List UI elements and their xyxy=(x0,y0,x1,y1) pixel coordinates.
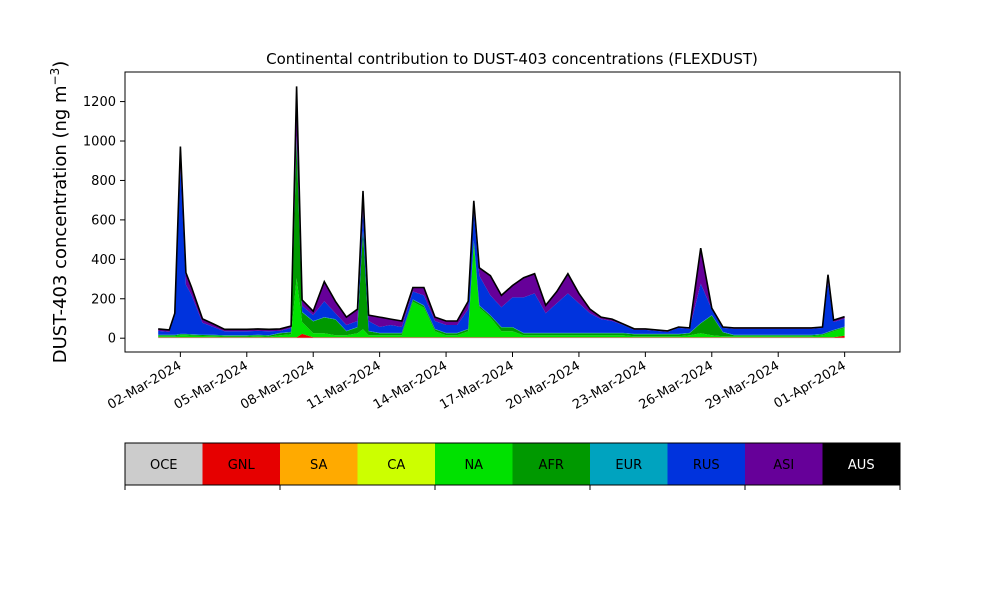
legend-swatch-afr xyxy=(512,443,590,485)
y-axis-label-exponent: −3 xyxy=(48,68,62,86)
legend-swatch-eur xyxy=(590,443,668,485)
legend-label-aus: AUS xyxy=(848,458,875,473)
legend-swatch-gnl xyxy=(202,443,280,485)
plot-frame xyxy=(124,71,901,353)
area-na xyxy=(158,242,845,338)
x-tick-label: 08-Mar-2024 xyxy=(238,358,317,412)
y-tick-label: 600 xyxy=(91,213,116,228)
x-tick-label: 23-Mar-2024 xyxy=(570,358,649,412)
x-tick-label: 14-Mar-2024 xyxy=(371,358,450,412)
x-tick-label: 01-Apr-2024 xyxy=(772,358,849,411)
legend-label-sa: SA xyxy=(310,458,327,473)
legend-swatch-na xyxy=(435,443,513,485)
chart-title: Continental contribution to DUST-403 con… xyxy=(266,50,758,68)
legend-label-ca: CA xyxy=(387,458,405,473)
y-tick-label: 800 xyxy=(91,174,116,189)
y-axis: 0 200 400 600 800 1000 1200 xyxy=(83,95,125,347)
legend-label-oce: OCE xyxy=(150,458,178,473)
area-afr xyxy=(158,140,845,337)
x-tick-label: 20-Mar-2024 xyxy=(504,358,583,412)
legend-swatch-aus xyxy=(822,443,900,485)
total-line xyxy=(158,86,845,332)
stacked-areas xyxy=(158,86,845,339)
legend-label-rus: RUS xyxy=(693,458,720,473)
legend-frame xyxy=(124,442,901,486)
x-tick-label: 17-Mar-2024 xyxy=(437,358,516,412)
legend-label-asi: ASI xyxy=(773,458,794,473)
x-tick-label: 29-Mar-2024 xyxy=(703,358,782,412)
y-tick-label: 400 xyxy=(91,253,116,268)
x-tick-label: 02-Mar-2024 xyxy=(105,358,184,412)
y-tick-label: 1200 xyxy=(83,95,116,110)
legend-swatch-ca xyxy=(357,443,435,485)
y-axis-label-close: ) xyxy=(50,61,71,68)
legend-swatch-rus xyxy=(667,443,745,485)
y-tick-label: 1000 xyxy=(83,135,116,150)
y-axis-label: DUST-403 concentration (ng m−3) xyxy=(48,61,71,364)
legend-label-eur: EUR xyxy=(615,458,642,473)
legend-swatch-oce xyxy=(125,443,203,485)
area-gnl xyxy=(158,333,845,338)
legend: OCE GNL SA CA NA AFR EUR RUS ASI AUS xyxy=(124,442,901,490)
legend-swatch-asi xyxy=(745,443,823,485)
y-axis-label-main: DUST-403 concentration (ng m xyxy=(50,85,71,363)
legend-swatch-sa xyxy=(280,443,358,485)
x-tick-label: 26-Mar-2024 xyxy=(637,358,716,412)
x-tick-label: 11-Mar-2024 xyxy=(305,358,384,412)
legend-label-gnl: GNL xyxy=(228,458,256,473)
x-tick-label: 05-Mar-2024 xyxy=(172,358,251,412)
y-tick-label: 0 xyxy=(108,332,116,347)
x-axis: 02-Mar-202405-Mar-202408-Mar-202411-Mar-… xyxy=(105,352,849,413)
legend-label-na: NA xyxy=(464,458,483,473)
legend-label-afr: AFR xyxy=(539,458,564,473)
y-tick-label: 200 xyxy=(91,292,116,307)
